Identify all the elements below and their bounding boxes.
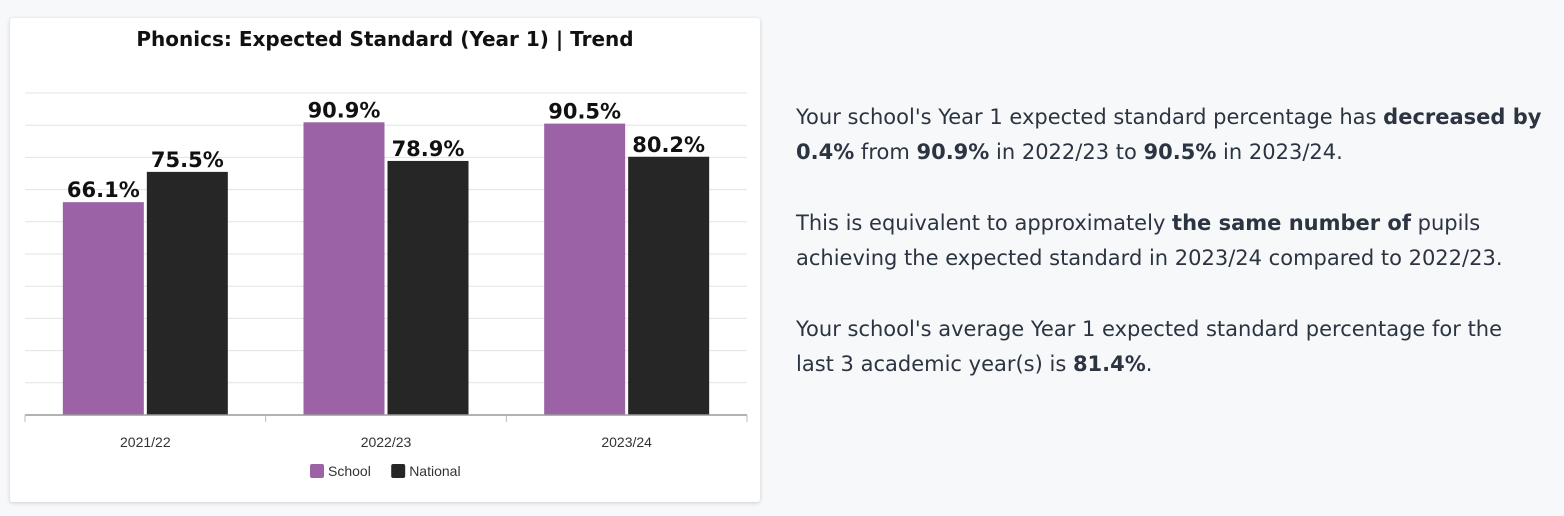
current-value: 90.5% xyxy=(1143,140,1217,164)
legend-swatch-school[interactable] xyxy=(310,464,324,478)
x-tick-label: 2022/23 xyxy=(361,434,412,450)
bar-national-2021-22[interactable] xyxy=(146,171,228,415)
bar-national-2022-23[interactable] xyxy=(387,160,469,415)
bar-school-2022-23[interactable] xyxy=(303,122,385,415)
change-amount: decreased by 0.4% xyxy=(796,105,1542,164)
summary-text-part: from xyxy=(854,140,917,164)
chart-card: Phonics: Expected Standard (Year 1) | Tr… xyxy=(10,18,760,502)
legend: School National xyxy=(310,463,461,479)
summary-text-part: This is equivalent to approximately xyxy=(796,211,1173,235)
summary-text-part: pupils achieving the expected standard i… xyxy=(796,211,1503,270)
equivalence-phrase: the same number of xyxy=(1172,211,1411,235)
summary-text: Your school's Year 1 expected standard p… xyxy=(796,100,1546,418)
summary-text-part: in 2022/23 to xyxy=(989,140,1144,164)
summary-text-part: Your school's average Year 1 expected st… xyxy=(796,317,1503,376)
bar-data-label: 80.2% xyxy=(632,133,705,157)
legend-label-national[interactable]: National xyxy=(409,463,460,479)
bar-data-label: 90.9% xyxy=(308,98,381,122)
bar-data-label: 66.1% xyxy=(67,178,140,202)
summary-text-part: . xyxy=(1145,352,1153,376)
bar-chart: Phonics: Expected Standard (Year 1) | Tr… xyxy=(24,27,748,479)
bar-data-label: 75.5% xyxy=(151,148,224,172)
bar-school-2021-22[interactable] xyxy=(62,202,144,415)
x-tick-label: 2023/24 xyxy=(601,434,652,450)
chart-title: Phonics: Expected Standard (Year 1) | Tr… xyxy=(136,27,633,51)
bar-school-2023-24[interactable] xyxy=(544,123,626,415)
legend-label-school[interactable]: School xyxy=(328,463,371,479)
bar-national-2023-24[interactable] xyxy=(628,156,710,416)
summary-average: Your school's average Year 1 expected st… xyxy=(796,312,1546,382)
bar-data-label: 78.9% xyxy=(392,137,465,161)
summary-equivalence: This is equivalent to approximately the … xyxy=(796,206,1546,276)
grid-lines xyxy=(25,92,747,384)
legend-swatch-national[interactable] xyxy=(391,464,406,478)
x-axis: 2021/22 2022/23 2023/24 xyxy=(24,414,748,450)
summary-text-part: Your school's Year 1 expected standard p… xyxy=(796,105,1384,129)
average-value: 81.4% xyxy=(1072,352,1146,376)
previous-value: 90.9% xyxy=(916,140,990,164)
bars: 66.1% 90.9% 90.5% 75.5% 78.9% 80.2% xyxy=(62,98,710,416)
summary-text-part: in 2023/24. xyxy=(1216,140,1343,164)
summary-change: Your school's Year 1 expected standard p… xyxy=(796,100,1546,170)
x-tick-label: 2021/22 xyxy=(120,434,171,450)
bar-data-label: 90.5% xyxy=(548,100,621,124)
